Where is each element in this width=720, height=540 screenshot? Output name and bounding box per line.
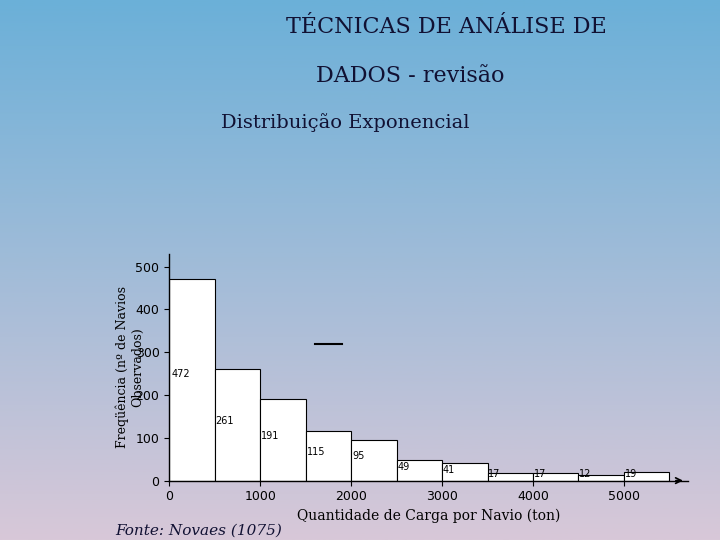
Text: Distribuição Exponencial: Distribuição Exponencial bbox=[221, 113, 470, 132]
Text: 115: 115 bbox=[307, 447, 325, 457]
Y-axis label: Freqüência (nº de Navios
Observados): Freqüência (nº de Navios Observados) bbox=[116, 286, 144, 448]
Bar bbox=[578, 475, 624, 481]
Text: 41: 41 bbox=[443, 465, 455, 475]
Text: 17: 17 bbox=[488, 469, 501, 479]
Text: 95: 95 bbox=[352, 451, 364, 461]
Text: 472: 472 bbox=[172, 369, 191, 379]
Text: 12: 12 bbox=[580, 469, 592, 479]
Bar bbox=[487, 474, 533, 481]
Bar bbox=[305, 431, 351, 481]
X-axis label: Quantidade de Carga por Navio (ton): Quantidade de Carga por Navio (ton) bbox=[297, 509, 560, 523]
Text: TÉCNICAS DE ANÁLISE DE: TÉCNICAS DE ANÁLISE DE bbox=[286, 16, 607, 38]
Bar bbox=[442, 463, 487, 481]
Bar bbox=[351, 440, 397, 481]
Text: 49: 49 bbox=[397, 462, 410, 472]
Bar bbox=[260, 399, 305, 481]
Text: DADOS - revisão: DADOS - revisão bbox=[316, 65, 505, 87]
Text: 191: 191 bbox=[261, 431, 279, 441]
Bar bbox=[215, 369, 260, 481]
Text: 17: 17 bbox=[534, 469, 546, 479]
Text: 19: 19 bbox=[625, 469, 637, 479]
Bar bbox=[533, 474, 578, 481]
Bar bbox=[169, 279, 215, 481]
Bar bbox=[624, 472, 670, 481]
Text: Fonte: Novaes (1075): Fonte: Novaes (1075) bbox=[115, 523, 282, 537]
Text: 261: 261 bbox=[215, 416, 234, 426]
Bar bbox=[397, 460, 442, 481]
